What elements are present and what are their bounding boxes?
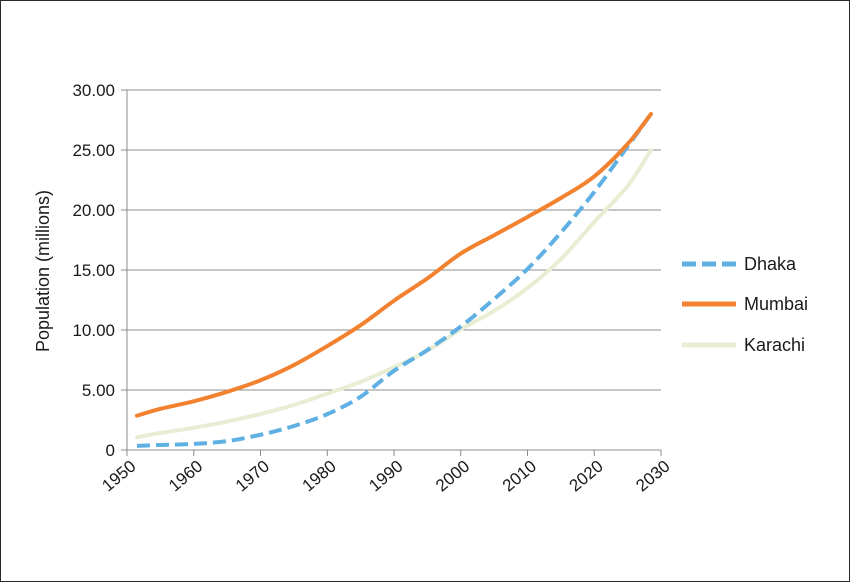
x-tick-label-6: 2010	[499, 457, 540, 496]
y-tick-label-1: 5.00	[82, 381, 115, 400]
y-tick-label-2: 10.00	[72, 321, 115, 340]
y-axis-title: Population (millions)	[33, 190, 53, 352]
series-line-dhaka	[136, 112, 653, 448]
x-tick-label-1: 1960	[165, 457, 206, 496]
x-tick-label-3: 1980	[299, 457, 340, 496]
series-line-mumbai	[135, 112, 653, 418]
gridlines	[127, 89, 661, 391]
y-tick-label-0: 0	[106, 441, 115, 460]
legend-label-dhaka: Dhaka	[744, 254, 797, 274]
x-tick-label-0: 1950	[98, 457, 139, 496]
y-tick-label-4: 20.00	[72, 201, 115, 220]
axes	[121, 89, 662, 456]
y-tick-label-3: 15.00	[72, 261, 115, 280]
legend: Dhaka Mumbai Karachi	[682, 254, 808, 355]
x-tick-label-2: 1970	[232, 457, 273, 496]
series-lines	[135, 112, 653, 448]
y-tick-label-6: 30.00	[72, 81, 115, 100]
legend-label-mumbai: Mumbai	[744, 294, 808, 314]
x-tick-label-5: 2000	[432, 457, 473, 496]
x-tick-label-7: 2020	[566, 457, 607, 496]
series-line-karachi	[135, 148, 653, 440]
y-tick-label-5: 25.00	[72, 141, 115, 160]
x-tick-label-4: 1990	[365, 457, 406, 496]
x-tick-labels: 1950 1960 1970 1980 1990 2000 2010 2020 2030	[98, 457, 673, 496]
legend-label-karachi: Karachi	[744, 335, 805, 355]
y-tick-labels: 0 5.00 10.00 15.00 20.00 25.00 30.00	[72, 81, 115, 460]
x-tick-label-8: 2030	[632, 457, 673, 496]
